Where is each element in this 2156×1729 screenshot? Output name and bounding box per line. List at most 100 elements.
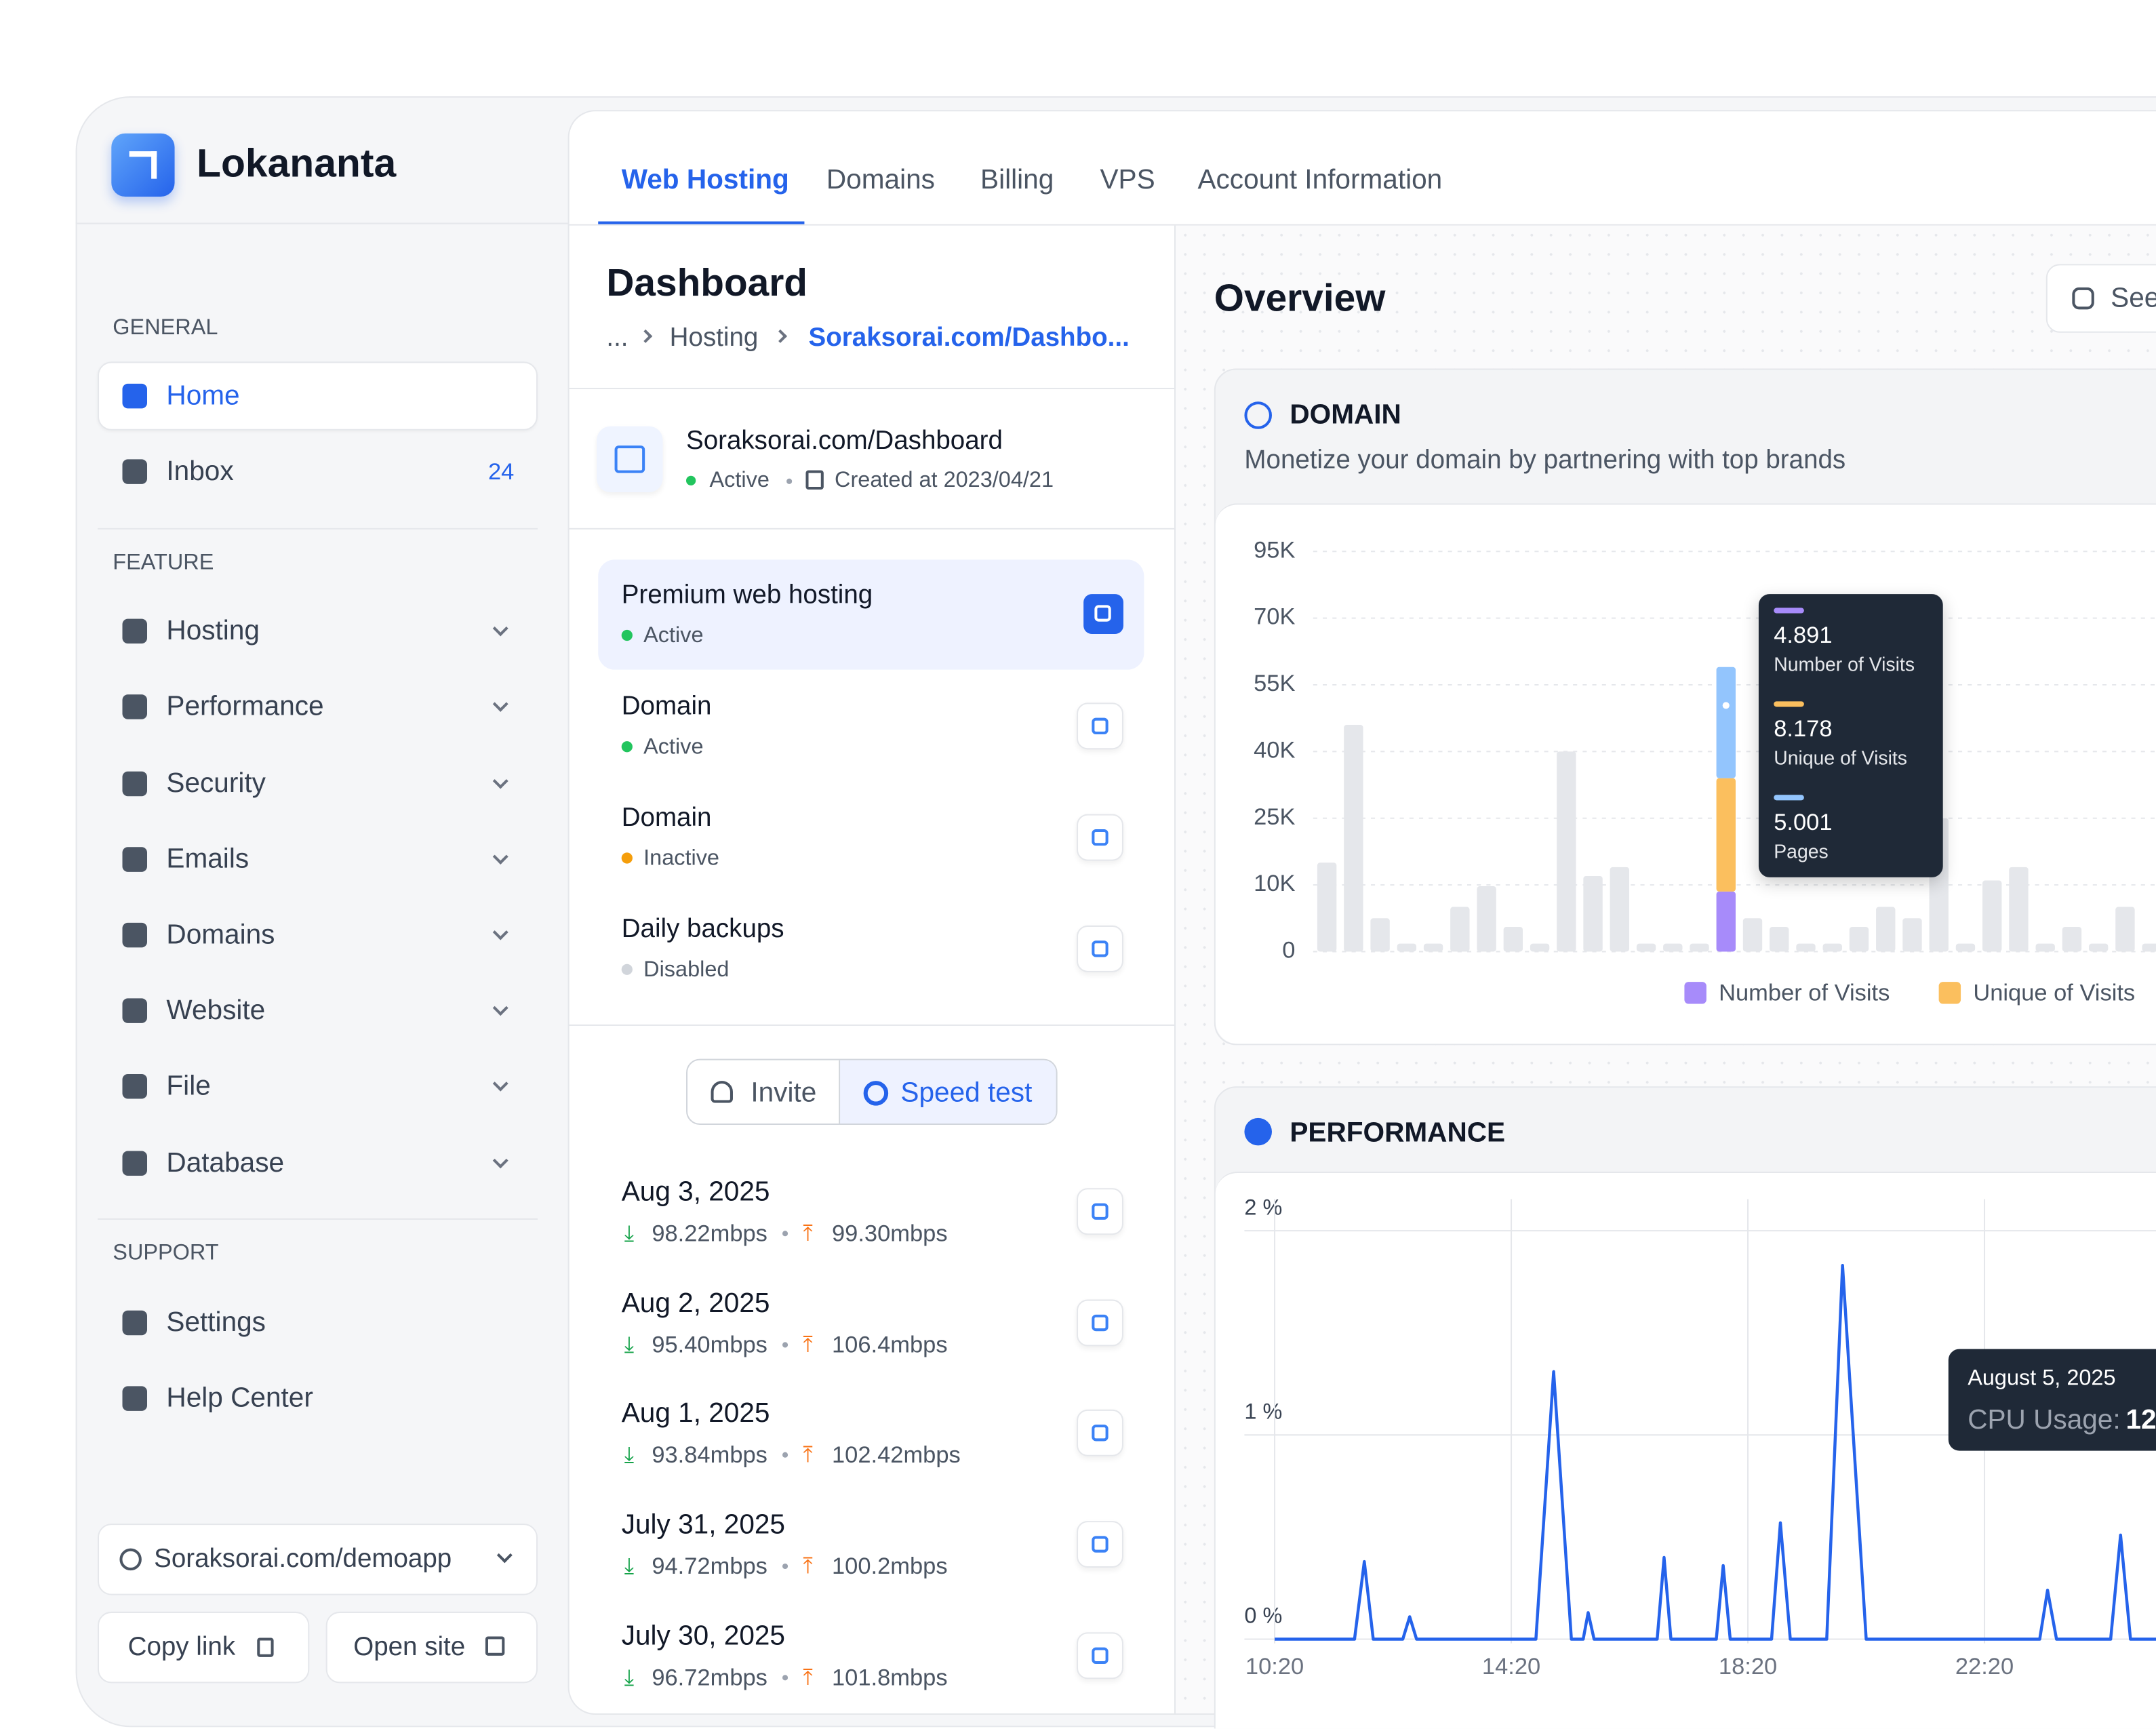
icon: [711, 1081, 733, 1103]
bar: [1530, 943, 1550, 952]
site-created: Created at 2023/04/21: [835, 469, 1054, 493]
service-name: Domain: [621, 803, 712, 833]
icon: [614, 445, 645, 473]
up-arrow: ⤒: [803, 1666, 813, 1690]
nav-active[interactable]: [97, 361, 538, 431]
icon: [122, 383, 148, 409]
nav-item[interactable]: Emails: [166, 844, 249, 875]
nav-item[interactable]: Home: [166, 380, 240, 412]
invite-button[interactable]: Invite: [751, 1078, 817, 1109]
icon: [1092, 717, 1109, 735]
bar: [1370, 918, 1390, 952]
site-status: Active: [709, 469, 770, 493]
section-title: SUPPORT: [113, 1241, 219, 1265]
x-tick-label: 18:20: [1719, 1654, 1777, 1680]
down-arrow: ⤓: [624, 1555, 635, 1579]
speed-test-button[interactable]: Speed test: [900, 1078, 1033, 1109]
x-tick-label: 22:20: [1955, 1654, 2014, 1680]
icon: [1092, 940, 1109, 957]
y-tick-label: 1 %: [1244, 1399, 1282, 1423]
divider: [567, 387, 1176, 389]
service-status: Active: [643, 624, 704, 648]
nav-item[interactable]: Database: [166, 1148, 285, 1179]
nav-item[interactable]: Hosting: [166, 616, 260, 647]
tooltip-value: 12: [2125, 1405, 2156, 1436]
nav-item[interactable]: Security: [166, 768, 266, 799]
service-highlight: [598, 559, 1144, 670]
icon: [122, 1386, 148, 1411]
tab[interactable]: Billing: [980, 165, 1054, 195]
see-label[interactable]: See: [2111, 283, 2156, 314]
nav-item[interactable]: Settings: [166, 1307, 266, 1338]
nav-item[interactable]: Inbox: [166, 456, 234, 487]
down-arrow: ⤓: [624, 1444, 635, 1468]
icon: [1092, 1647, 1109, 1664]
breadcrumb[interactable]: Soraksorai.com/Dashbo...: [808, 323, 1130, 353]
copy-link-button[interactable]: [97, 1611, 310, 1684]
nav-item[interactable]: File: [166, 1071, 211, 1102]
tooltip-date: August 5, 2025: [1968, 1366, 2116, 1391]
bar: [1742, 918, 1763, 952]
up-arrow: ⤒: [803, 1555, 813, 1579]
tooltip-label: Pages: [1774, 840, 1829, 862]
upload-speed: 102.42mbps: [832, 1442, 961, 1469]
icon: [122, 618, 148, 644]
icon: [1094, 605, 1111, 622]
nav-item[interactable]: Help Center: [166, 1383, 313, 1414]
test-date: Aug 1, 2025: [621, 1399, 770, 1429]
open-button[interactable]: [1077, 1298, 1123, 1346]
bar: [1397, 943, 1417, 952]
open-button[interactable]: [1077, 1410, 1123, 1457]
dot: [782, 1452, 788, 1458]
card-subtitle: Monetize your domain by partnering with …: [1244, 446, 1846, 475]
breadcrumb[interactable]: Hosting: [669, 323, 759, 353]
badge: 24: [487, 458, 515, 485]
open-button[interactable]: [1077, 702, 1123, 750]
section-title: FEATURE: [113, 551, 214, 575]
x-tick-label: 14:20: [1482, 1654, 1540, 1680]
down-arrow: ⤓: [624, 1333, 635, 1357]
nav-item[interactable]: Website: [166, 995, 266, 1026]
icon: [122, 1073, 148, 1099]
icon: [1092, 1425, 1109, 1442]
brand: Lokananta: [197, 142, 397, 186]
icon: [122, 847, 148, 872]
tab[interactable]: Account Information: [1197, 165, 1443, 195]
column-divider: [1174, 225, 1176, 1714]
open-button[interactable]: [1077, 1521, 1123, 1568]
open-button[interactable]: [1077, 814, 1123, 861]
test-date: Aug 2, 2025: [621, 1288, 770, 1319]
open-button[interactable]: [1077, 1631, 1123, 1679]
tab[interactable]: Web Hosting: [621, 165, 789, 195]
tab[interactable]: VPS: [1100, 165, 1155, 195]
site-selector[interactable]: [97, 1524, 538, 1595]
bar: [1796, 943, 1816, 952]
nav-item[interactable]: Domains: [166, 919, 275, 951]
open-button[interactable]: [1077, 1188, 1123, 1235]
cursor-dot: [1722, 702, 1730, 709]
legend-label: Number of Visits: [1719, 980, 1890, 1006]
card-title: PERFORMANCE: [1290, 1117, 1506, 1149]
upload-speed: 99.30mbps: [832, 1220, 948, 1247]
icon: [122, 771, 148, 797]
section-title: GENERAL: [113, 316, 218, 340]
icon: [485, 1636, 505, 1656]
open-button[interactable]: [1077, 925, 1123, 972]
icon: [122, 459, 148, 484]
y-tick-label: 10K: [1254, 871, 1295, 896]
open-button[interactable]: [1083, 594, 1123, 634]
nav-item[interactable]: Performance: [166, 692, 324, 722]
tab[interactable]: Domains: [826, 165, 935, 195]
service-status: Inactive: [643, 847, 719, 871]
upload-speed: 100.2mbps: [832, 1553, 948, 1580]
status-dot: [621, 963, 633, 975]
service-name: Daily backups: [621, 915, 784, 945]
y-tick-label: 0: [1282, 938, 1295, 963]
copy-link: Copy link: [127, 1633, 236, 1662]
see-button[interactable]: [2045, 264, 2156, 333]
icon: [1092, 829, 1109, 846]
down-arrow: ⤓: [624, 1222, 635, 1246]
